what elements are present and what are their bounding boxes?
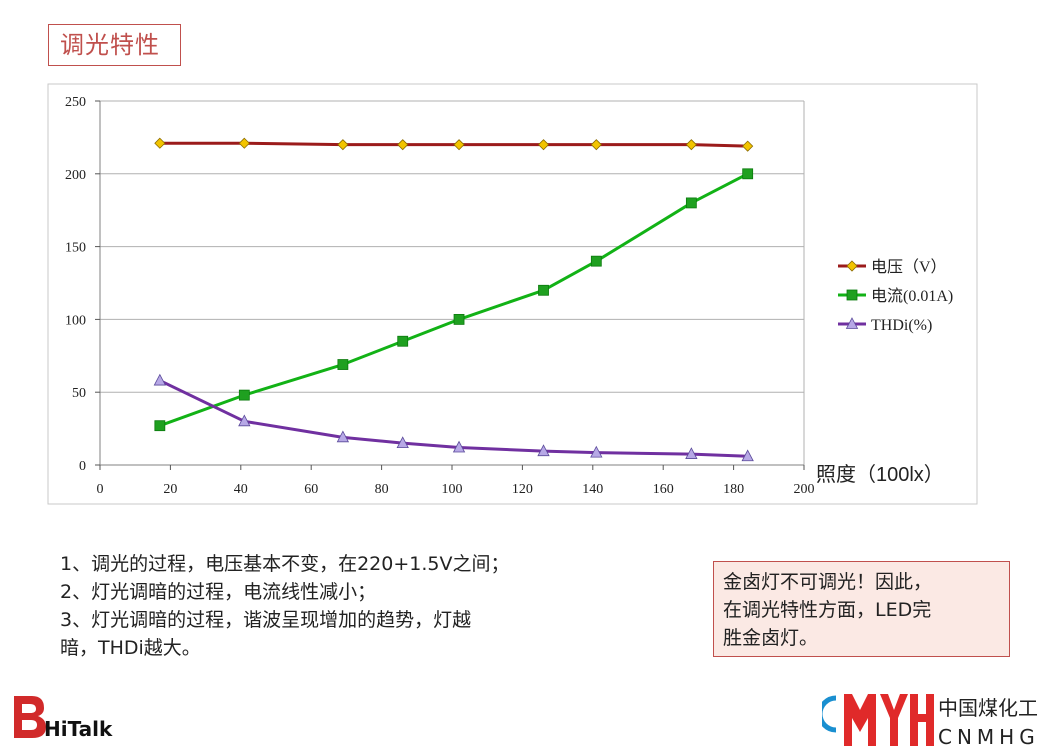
data-point	[741, 449, 754, 462]
note-line-2: 2、灯光调暗的过程，电流线性减小；	[60, 581, 377, 603]
x-tick-label: 0	[97, 482, 104, 497]
callout-box: 金卤灯不可调光！因此， 在调光特性方面，LED完 胜金卤灯。	[713, 561, 1010, 657]
legend-marker	[846, 260, 858, 272]
x-tick-label: 120	[512, 482, 533, 497]
x-tick-label: 160	[653, 482, 674, 497]
chart-area	[47, 83, 978, 505]
callout-line-2: 在调光特性方面，LED完	[723, 599, 932, 621]
data-point	[537, 139, 550, 151]
x-tick-label: 200	[794, 482, 815, 497]
x-tick-label: 180	[723, 482, 744, 497]
data-point	[742, 140, 754, 152]
x-tick-label: 60	[304, 482, 318, 497]
data-point	[397, 335, 409, 347]
x-tick-label: 20	[163, 482, 177, 497]
data-point	[154, 137, 166, 149]
line-chart: 0 50 100 150 200 250 0 20 40 60 80 100 120 140 160 180…	[47, 83, 978, 505]
y-tick-label: 250	[65, 95, 86, 110]
data-point	[452, 440, 466, 453]
data-point	[685, 447, 698, 459]
x-axis-label: 照度（100lx）	[816, 463, 944, 486]
data-point	[685, 197, 697, 209]
note-line-1: 1、调光的过程，电压基本不变，在220+1.5V之间；	[60, 553, 510, 575]
data-point	[336, 430, 350, 443]
page-title: 调光特性	[48, 24, 181, 66]
x-tick-label: 140	[582, 482, 603, 497]
data-point	[590, 139, 602, 151]
y-tick-label: 150	[65, 241, 86, 256]
data-point	[337, 139, 349, 151]
data-point	[238, 389, 250, 401]
note-line-3: 3、灯光调暗的过程，谐波呈现增加的趋势，灯越	[60, 609, 472, 631]
svg-text:中国煤化工: 中国煤化工	[938, 696, 1038, 720]
data-point	[238, 414, 251, 427]
x-tick-label: 80	[375, 482, 389, 497]
notes: 1、调光的过程，电压基本不变，在220+1.5V之间； 2、灯光调暗的过程，电流…	[60, 550, 620, 662]
x-tick-label: 40	[234, 482, 248, 497]
data-point	[590, 255, 602, 267]
data-point	[337, 359, 349, 370]
callout-line-3: 胜金卤灯。	[723, 627, 819, 649]
data-point	[538, 284, 549, 296]
legend-label: THDi(%)	[871, 317, 932, 334]
data-point	[453, 313, 465, 325]
legend-label: 电流(0.01A)	[871, 287, 953, 305]
data-point	[397, 139, 409, 151]
y-tick-label: 200	[65, 168, 86, 183]
legend-marker	[845, 317, 859, 329]
data-point	[742, 168, 754, 180]
data-point	[396, 436, 409, 449]
legend-label: 电压（V）	[871, 258, 947, 276]
data-point	[154, 420, 166, 432]
data-point	[685, 139, 697, 151]
data-point	[537, 444, 550, 457]
svg-text:CNMHG: CNMHG	[938, 725, 1040, 749]
data-point	[590, 445, 603, 458]
y-tick-label: 0	[79, 459, 86, 474]
callout-line-1: 金卤灯不可调光！因此，	[723, 571, 933, 593]
data-point	[238, 137, 250, 149]
svg-text:HiTalk: HiTalk	[44, 717, 113, 741]
legend-marker	[846, 289, 858, 301]
hitalk-logo: HiTalk	[14, 696, 113, 741]
x-tick-label: 100	[442, 482, 463, 497]
data-point	[153, 373, 167, 386]
y-tick-label: 100	[65, 313, 86, 328]
note-line-4: 暗，THDi越大。	[60, 637, 201, 659]
cnmhg-logo: 中国煤化工 CNMHG	[822, 694, 1040, 749]
y-tick-label: 50	[72, 386, 86, 401]
data-point	[453, 139, 465, 151]
